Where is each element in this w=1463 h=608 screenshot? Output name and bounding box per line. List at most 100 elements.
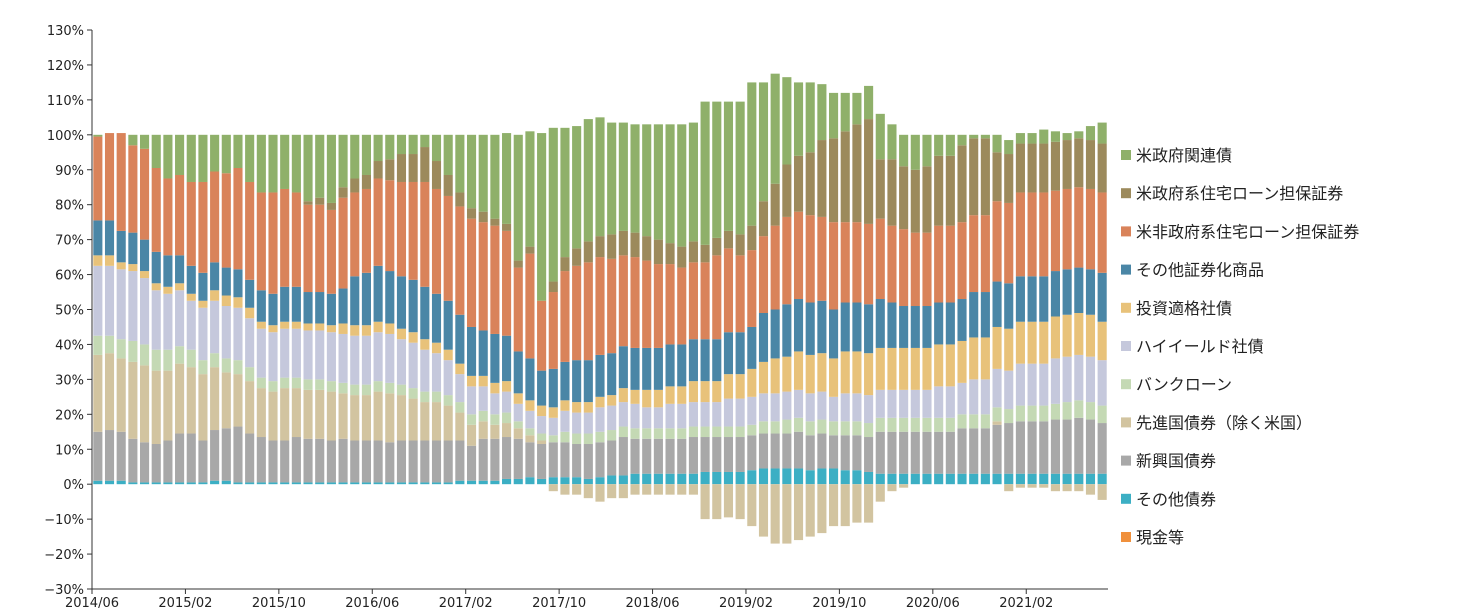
bar-segment <box>326 482 336 485</box>
bar-segment <box>1004 154 1014 203</box>
y-tick-label: −10% <box>44 513 84 528</box>
bar-segment <box>1015 133 1025 144</box>
x-tick-label: 2020/06 <box>906 596 960 608</box>
bar-segment <box>1097 272 1107 322</box>
bar-segment <box>677 344 687 387</box>
bar-segment <box>723 437 734 472</box>
bar-segment <box>618 122 628 231</box>
bar-segment <box>420 134 430 148</box>
bar-segment <box>899 229 909 307</box>
bar-segment <box>198 482 208 485</box>
bar-segment <box>443 134 453 175</box>
bar-segment <box>163 255 173 287</box>
bar-segment <box>817 433 827 469</box>
bar-segment <box>805 421 815 436</box>
bar-segment <box>1004 202 1014 284</box>
bar-segment <box>852 92 862 125</box>
bar-segment <box>175 290 185 347</box>
bar-segment <box>1004 473 1014 485</box>
bar-segment <box>1085 402 1096 420</box>
bar-segment <box>502 133 512 224</box>
bar-segment <box>677 484 687 495</box>
bar-segment <box>186 293 196 301</box>
bar-segment <box>338 134 348 188</box>
bar-segment <box>186 300 196 350</box>
bar-segment <box>431 134 442 162</box>
bar-segment <box>1027 405 1037 422</box>
bar-segment <box>852 421 862 436</box>
bar-segment <box>361 335 371 385</box>
bar-segment <box>805 152 815 216</box>
bar-segment <box>793 299 804 352</box>
bar-segment <box>513 438 523 479</box>
bar-segment <box>945 344 955 387</box>
bar-segment <box>151 251 161 284</box>
bar-segment <box>210 300 220 354</box>
bar-segment <box>1004 370 1014 410</box>
bar-segment <box>712 255 722 340</box>
bar-segment <box>268 134 278 193</box>
bar-segment <box>268 325 278 333</box>
bar-segment <box>537 444 547 479</box>
x-tick-label: 2017/10 <box>532 596 586 608</box>
bar-segment <box>875 113 885 160</box>
y-tick-label: 90% <box>55 164 84 179</box>
bar-segment <box>198 360 208 375</box>
bar-segment <box>607 430 617 441</box>
bar-segment <box>466 424 477 446</box>
bar-segment <box>817 391 827 420</box>
y-tick-label: 130% <box>47 24 84 39</box>
bar-segment <box>677 267 687 345</box>
bar-segment <box>420 339 430 350</box>
y-tick-label: 60% <box>55 269 84 284</box>
bar-segment <box>758 361 769 394</box>
bar-segment <box>1027 321 1037 364</box>
bar-segment <box>315 292 325 324</box>
bar-segment <box>221 173 231 268</box>
bar-segment <box>420 349 430 392</box>
bar-segment <box>396 339 407 385</box>
bar-segment <box>163 370 173 441</box>
bar-segment <box>420 440 430 483</box>
bar-segment <box>840 222 850 303</box>
bar-segment <box>864 437 874 472</box>
bar-segment <box>735 332 745 375</box>
bar-segment <box>712 426 722 438</box>
legend-swatch <box>1121 532 1131 542</box>
bar-segment <box>139 278 150 345</box>
bar-segment <box>618 255 628 347</box>
bar-segment <box>280 188 290 287</box>
legend-swatch <box>1121 188 1131 199</box>
bar-segment <box>93 335 103 355</box>
bar-segment <box>478 438 488 481</box>
bar-segment <box>256 290 266 322</box>
bar-segment <box>525 428 535 436</box>
bar-segment <box>1039 473 1049 485</box>
bar-segment <box>607 405 617 431</box>
bar-segment <box>957 134 967 146</box>
bar-segment <box>326 381 336 392</box>
bar-segment <box>899 417 909 432</box>
bar-segment <box>93 354 103 432</box>
bar-segment <box>361 188 371 273</box>
bar-segment <box>922 473 932 485</box>
bar-segment <box>735 255 745 333</box>
bar-segment <box>548 292 558 369</box>
y-tick-label: 110% <box>47 94 84 109</box>
bar-segment <box>490 382 500 394</box>
bar-segment <box>280 286 290 322</box>
bar-segment <box>782 433 792 469</box>
bar-segment <box>1062 269 1072 315</box>
bar-segment <box>793 389 804 418</box>
bar-segment <box>829 468 839 485</box>
bar-segment <box>618 346 628 389</box>
bar-segment <box>595 354 605 397</box>
bar-segment <box>1027 484 1037 488</box>
bar-segment <box>93 134 103 137</box>
bar-segment <box>139 365 150 443</box>
bar-segment <box>1085 473 1096 485</box>
legend-label: ハイイールド社債 <box>1136 337 1264 356</box>
bar-segment <box>502 381 512 392</box>
bar-segment <box>478 386 488 411</box>
bar-segment <box>303 323 313 331</box>
